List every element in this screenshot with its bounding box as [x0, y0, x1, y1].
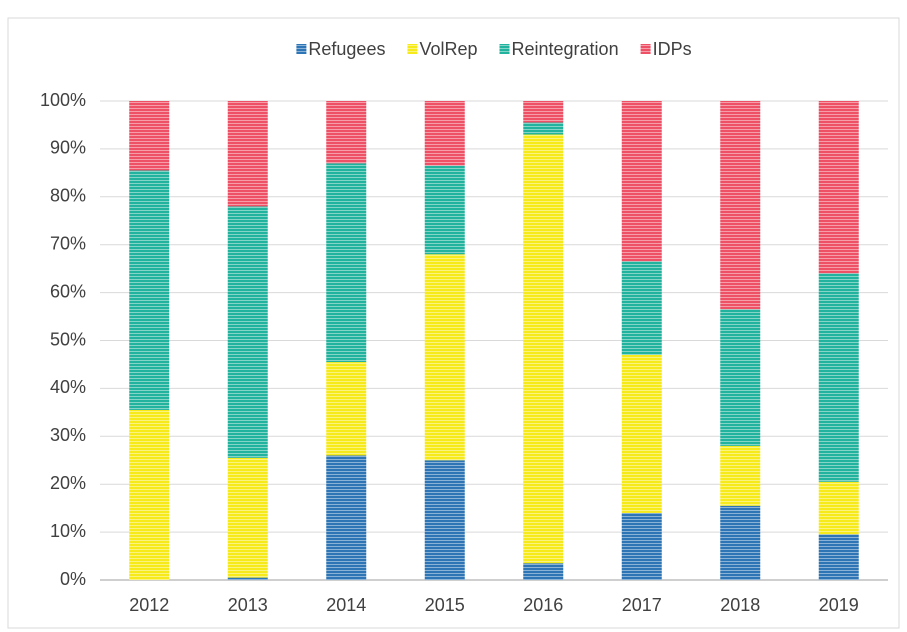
- y-tick-label: 60%: [50, 281, 86, 301]
- bar-segment: [129, 409, 170, 580]
- bar-segment: [227, 457, 268, 578]
- bar-segment: [523, 122, 564, 135]
- bar-segment: [818, 481, 859, 535]
- y-tick-label: 80%: [50, 186, 86, 206]
- bar-segment: [326, 101, 367, 164]
- y-tick-label: 40%: [50, 377, 86, 397]
- y-tick-label: 50%: [50, 329, 86, 349]
- x-tick-label: 2012: [129, 595, 169, 615]
- bar-segment: [326, 362, 367, 456]
- bar-segment: [523, 101, 564, 123]
- bar-segment: [227, 206, 268, 458]
- bar-segment: [129, 170, 170, 410]
- legend-swatch: [640, 44, 651, 54]
- bar-segment: [424, 101, 465, 166]
- bar-segment: [523, 563, 564, 580]
- legend-label: Refugees: [308, 39, 385, 59]
- bar-segment: [621, 354, 662, 513]
- bar-segment: [326, 455, 367, 580]
- bar-segment: [818, 273, 859, 482]
- bar-segment: [424, 254, 465, 461]
- x-tick-label: 2013: [228, 595, 268, 615]
- y-tick-label: 10%: [50, 521, 86, 541]
- bar-segment: [621, 512, 662, 580]
- y-tick-label: 30%: [50, 425, 86, 445]
- bar-segment: [523, 134, 564, 564]
- bar-segment: [621, 261, 662, 355]
- x-tick-label: 2014: [326, 595, 366, 615]
- legend: Refugees VolRep Reintegration IDPs: [296, 39, 692, 59]
- y-tick-label: 70%: [50, 233, 86, 253]
- bar-segment: [720, 101, 761, 310]
- bar-segment: [720, 445, 761, 506]
- legend-swatch: [296, 44, 307, 54]
- y-tick-label: 100%: [40, 90, 86, 110]
- y-tick-label: 20%: [50, 473, 86, 493]
- legend-label: IDPs: [653, 39, 692, 59]
- bar-segment: [424, 460, 465, 580]
- bar-segment: [720, 505, 761, 580]
- bar-segment: [621, 101, 662, 262]
- bar-segment: [818, 534, 859, 580]
- y-tick-label: 0%: [60, 569, 86, 589]
- x-tick-label: 2016: [523, 595, 563, 615]
- bar-segment: [227, 577, 268, 580]
- x-tick-label: 2015: [425, 595, 465, 615]
- bar-segment: [424, 165, 465, 255]
- bar-segment: [818, 101, 859, 274]
- bar-segment: [326, 163, 367, 363]
- bar-segment: [720, 309, 761, 446]
- x-tick-label: 2017: [622, 595, 662, 615]
- legend-swatch: [407, 44, 418, 54]
- y-tick-label: 90%: [50, 138, 86, 158]
- legend-swatch: [499, 44, 510, 54]
- bar-segment: [129, 101, 170, 171]
- legend-label: Reintegration: [512, 39, 619, 59]
- legend-label: VolRep: [419, 39, 477, 59]
- bar-segment: [227, 101, 268, 207]
- x-tick-label: 2018: [720, 595, 760, 615]
- x-tick-label: 2019: [819, 595, 859, 615]
